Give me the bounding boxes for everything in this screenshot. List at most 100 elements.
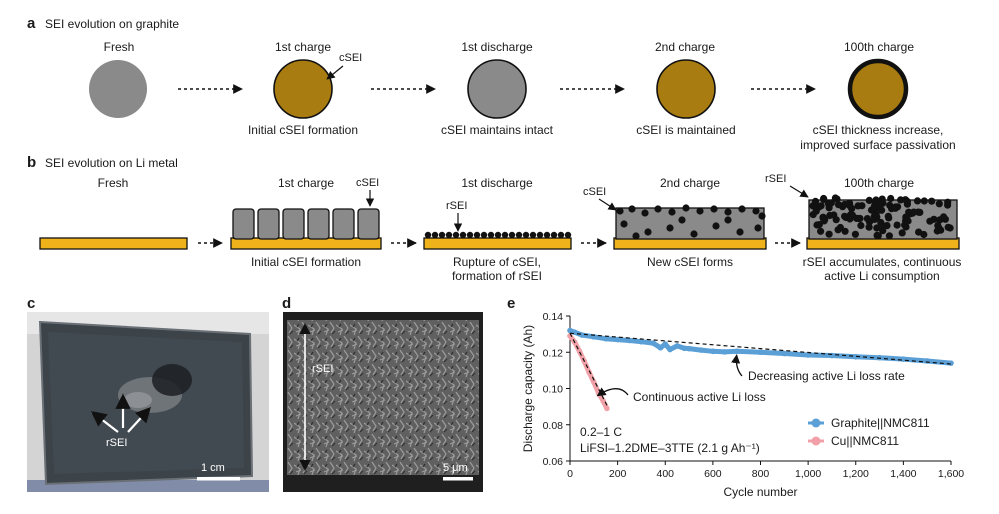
rsei-particle (885, 232, 894, 240)
rsei-particle (480, 231, 488, 239)
rsei-particle (854, 202, 862, 210)
rsei-particle (487, 231, 495, 239)
a-stage-3-header: 1st discharge (461, 40, 533, 54)
rsei-particle (944, 201, 952, 209)
legend-label: Graphite||NMC811 (831, 416, 930, 430)
b-stage-2-header: 1st charge (278, 176, 334, 190)
d-rsei-label: rSEI (312, 363, 333, 375)
rsei-particle (501, 231, 509, 239)
graphite-data-point (781, 350, 788, 357)
rsei-particle (898, 229, 906, 237)
rsei-particle (817, 202, 825, 210)
graphite-data-point (757, 349, 764, 356)
panel-e-letter: e (507, 295, 515, 312)
b-new-csei-layer (615, 207, 765, 240)
rsei-particle (904, 217, 912, 225)
a-stage-2-caption: Initial cSEI formation (248, 123, 358, 137)
graphite-data-point (805, 352, 811, 358)
rsei-particle (536, 231, 544, 239)
rsei-particle (515, 231, 523, 239)
b-csei-annotation-1: cSEI (356, 177, 379, 189)
rsei-particle (834, 201, 843, 209)
rsei-particle (452, 231, 460, 239)
sei-particle (616, 207, 624, 215)
b-csei-column (232, 208, 255, 240)
x-tick-label: 1,200 (843, 468, 869, 480)
rsei-particle (494, 231, 502, 239)
a-stage-4-caption: cSEI is maintained (636, 123, 735, 137)
graphite-data-point (567, 327, 573, 334)
graphite-data-point (829, 352, 835, 359)
sei-particle (666, 224, 674, 232)
panel-d: d rSEI 5 μm (282, 295, 483, 492)
rsei-particle (857, 221, 865, 230)
y-tick-label: 0.12 (543, 347, 564, 359)
sei-particle (628, 205, 636, 213)
graphite-data-point (657, 344, 664, 351)
sei-particle (736, 228, 744, 236)
x-tick-label: 800 (752, 468, 770, 480)
sei-particle (724, 208, 732, 216)
b-stage-4-particles (616, 204, 766, 240)
rsei-particle (855, 214, 863, 223)
panel-b-letter: b (27, 154, 36, 171)
rsei-particle (874, 232, 882, 240)
legend-swatch-marker (811, 418, 821, 428)
b-rsei-annotation-2: rSEI (765, 173, 786, 185)
rsei-particle (935, 200, 943, 208)
rsei-particle (508, 231, 516, 239)
sei-particle (752, 207, 760, 215)
rsei-particle (926, 217, 934, 225)
x-tick-label: 1,400 (890, 468, 916, 480)
graphite-data-point (650, 340, 657, 346)
rsei-particle (831, 194, 840, 202)
a-stage-5-header: 100th charge (844, 40, 914, 54)
b-stage-5-header: 100th charge (844, 176, 914, 190)
b-csei-annotation-2: cSEI (583, 186, 606, 198)
y-tick-label: 0.10 (543, 384, 564, 396)
rsei-particle (846, 202, 854, 210)
b-csei-column (307, 208, 330, 240)
d-scale-bar-label: 5 μm (443, 462, 468, 474)
panel-e: e 0 200 400 600 800 1,000 1,200 1,400 1,6000.060… (507, 295, 964, 499)
graphite-series-line (567, 328, 954, 366)
sei-particle (724, 216, 732, 224)
rsei-particle (876, 203, 884, 211)
rsei-particle (887, 194, 895, 203)
y-tick-label: 0.14 (543, 311, 564, 323)
rsei-particle (438, 231, 446, 239)
sei-particle (696, 207, 704, 215)
a-csei-pointer-arrow (326, 65, 344, 80)
b-stage-3-header: 1st discharge (461, 176, 533, 190)
b-csei-column (357, 208, 380, 240)
rsei-particle (813, 221, 821, 229)
rsei-particle (820, 195, 828, 204)
b-csei-column (332, 208, 355, 240)
rsei-particle (820, 217, 828, 225)
b-stage-5-caption-2: active Li consumption (824, 269, 939, 283)
graphite-data-point (638, 338, 645, 345)
rsei-particle (529, 231, 537, 239)
cu-data-point (576, 348, 583, 355)
rsei-particle (557, 231, 565, 239)
rsei-particle (928, 197, 936, 205)
graphite-data-point (852, 353, 859, 360)
sei-particle (690, 230, 698, 238)
a-discharged-particle (467, 59, 527, 119)
panel-c: c rSEI 1 cm (27, 295, 269, 492)
b-stage-5-structure: rSEI (765, 173, 960, 250)
rsei-particle (877, 218, 885, 227)
rsei-particle (522, 231, 530, 239)
x-tick-label: 200 (609, 468, 627, 480)
sei-particle (712, 222, 720, 230)
rsei-particle (870, 202, 879, 210)
panel-c-letter: c (27, 295, 35, 312)
rsei-particle (826, 211, 834, 220)
rsei-particle (893, 221, 901, 229)
graphite-data-point (948, 360, 954, 366)
x-tick-label: 1,000 (795, 468, 821, 480)
c-arrow-left (90, 411, 119, 433)
condition-electrolyte: LiFSI–1.2DME–3TTE (2.1 g Ah⁻¹) (580, 441, 760, 455)
b-stage-3-caption-2: formation of rSEI (452, 269, 542, 283)
